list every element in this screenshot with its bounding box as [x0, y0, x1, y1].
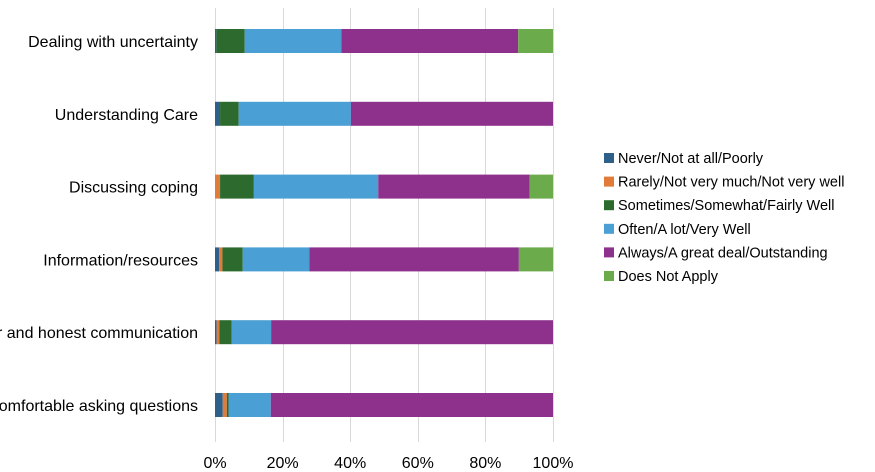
- bar-segment: [216, 29, 245, 53]
- x-tick-label: 80%: [469, 455, 501, 472]
- x-tick-label: 0%: [203, 455, 226, 472]
- x-tick-label: 40%: [334, 455, 366, 472]
- bar-segment: [215, 174, 221, 199]
- bar-segment: [215, 320, 217, 345]
- bar-segment: [219, 320, 232, 345]
- bar-segment: [518, 247, 553, 272]
- bar-segment: [341, 29, 519, 53]
- bar-segment: [231, 320, 272, 345]
- bar-segment: [529, 174, 553, 199]
- legend-entry: Often/A lot/Very Well: [618, 222, 751, 238]
- bar-segment: [253, 174, 379, 199]
- x-tick-label: 60%: [402, 455, 434, 472]
- bar-segment: [228, 393, 271, 417]
- bar-segment: [270, 393, 553, 417]
- bar-segment: [271, 320, 553, 345]
- bar-segment: [219, 247, 223, 272]
- gridlines: [215, 8, 554, 442]
- bar-segment: [220, 174, 254, 199]
- bar-segment: [238, 101, 351, 126]
- bar-segment: [378, 174, 530, 199]
- bar-segment: [226, 393, 229, 417]
- category-label: Comfortable asking questions: [0, 398, 198, 415]
- x-tick-labels: 0% 20% 40% 60% 80% 100%: [203, 455, 573, 472]
- category-label: Information/resources: [43, 252, 198, 269]
- legend-entry: Rarely/Not very much/Not very well: [618, 175, 844, 191]
- legend-swatch: [604, 223, 614, 234]
- category-label: Understanding Care: [55, 107, 198, 124]
- category-labels: Dealing with uncertainty Understanding Ca…: [0, 34, 198, 415]
- bar-segment: [215, 247, 220, 272]
- legend-swatch: [604, 200, 614, 211]
- bar-segment: [222, 247, 243, 272]
- bar-segment: [215, 393, 223, 417]
- legend-entry: Does Not Apply: [618, 269, 719, 285]
- legend-swatch: [604, 271, 614, 281]
- category-label: Discussing coping: [69, 180, 198, 197]
- bar-segment: [518, 29, 553, 53]
- legend-swatch: [604, 153, 614, 163]
- legend-entry: Sometimes/Somewhat/Fairly Well: [618, 198, 835, 214]
- x-tick-label: 100%: [533, 455, 574, 472]
- bar-segment: [215, 29, 217, 53]
- category-label: Dealing with uncertainty: [28, 34, 198, 51]
- category-label: Clear and honest communication: [0, 325, 198, 342]
- bar-segment: [215, 101, 221, 126]
- x-tick-label: 20%: [267, 455, 299, 472]
- bar-segment: [242, 247, 310, 272]
- legend-swatch: [604, 176, 614, 187]
- bar-segments: [215, 29, 553, 417]
- bar-segment: [309, 247, 519, 272]
- bar-segment: [216, 320, 220, 345]
- legend-entry: Always/A great deal/Outstanding: [618, 245, 828, 261]
- bar-segment: [244, 29, 342, 53]
- bar-segment: [350, 101, 553, 126]
- legend-entry: Never/Not at all/Poorly: [618, 151, 764, 167]
- bar-segment: [220, 101, 239, 126]
- bar-segment: [222, 393, 227, 417]
- legend-swatch: [604, 247, 614, 258]
- legend: Never/Not at all/Poorly Rarely/Not very m…: [604, 151, 844, 285]
